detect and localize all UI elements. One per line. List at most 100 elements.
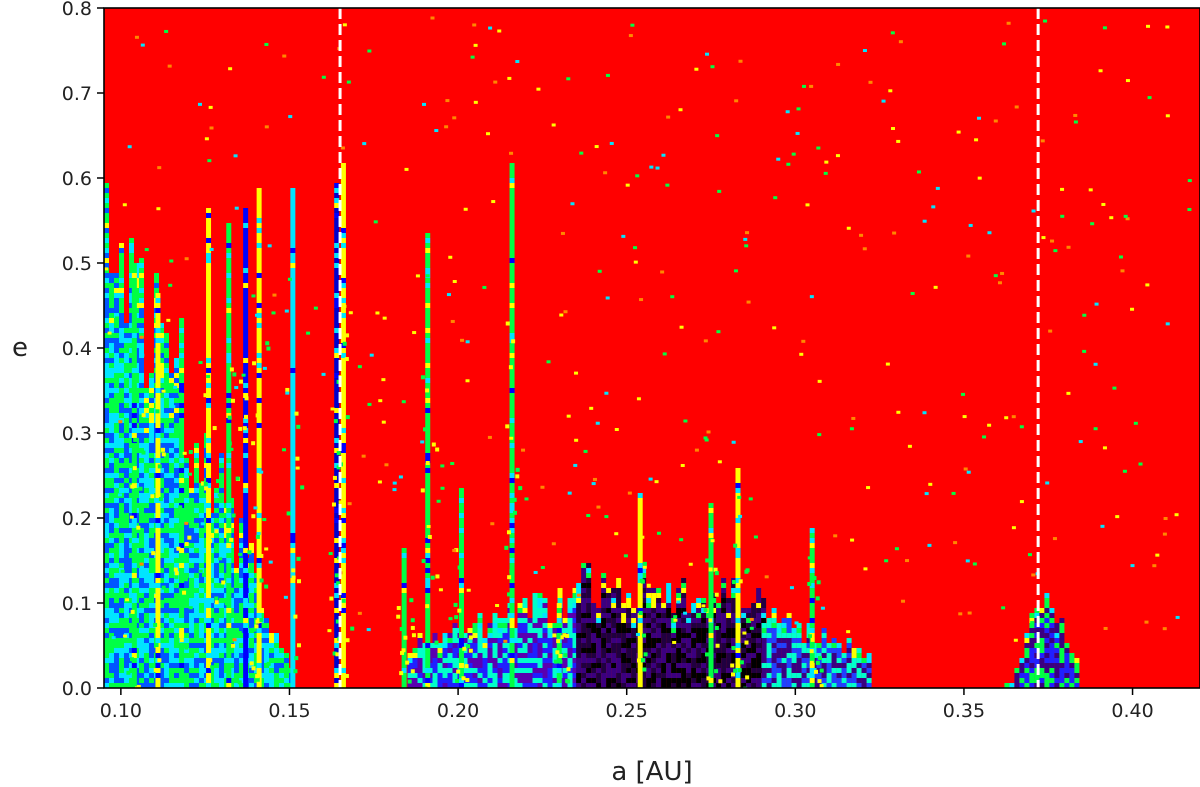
heatmap-cell bbox=[129, 518, 134, 523]
resonance-spike-cell bbox=[401, 663, 407, 668]
heatmap-cell bbox=[124, 333, 129, 338]
resonance-spike-cell bbox=[340, 288, 346, 293]
heatmap-cell bbox=[816, 658, 822, 663]
heatmap-cell bbox=[532, 633, 538, 638]
resonance-spike-cell bbox=[340, 323, 346, 328]
heatmap-cell bbox=[104, 663, 109, 668]
speckle-cell bbox=[714, 592, 719, 597]
heatmap-cell bbox=[462, 638, 468, 643]
heatmap-cell bbox=[249, 628, 254, 633]
resonance-spike-cell bbox=[401, 613, 407, 618]
resonance-spike-cell bbox=[256, 323, 262, 328]
heatmap-cell bbox=[219, 473, 224, 478]
heatmap-cell bbox=[676, 613, 682, 618]
heatmap-cell bbox=[447, 643, 453, 648]
heatmap-cell bbox=[721, 633, 727, 638]
heatmap-cell bbox=[209, 683, 214, 688]
heatmap-cell bbox=[164, 633, 169, 638]
heatmap-cell bbox=[164, 638, 169, 643]
heatmap-cell bbox=[149, 573, 154, 578]
heatmap-cell bbox=[562, 623, 568, 628]
heatmap-cell bbox=[1059, 668, 1065, 673]
heatmap-cell bbox=[407, 683, 413, 688]
heatmap-cell bbox=[229, 508, 234, 513]
heatmap-cell bbox=[1074, 663, 1080, 668]
resonance-spike-cell bbox=[131, 613, 137, 618]
heatmap-cell bbox=[254, 683, 259, 688]
heatmap-cell bbox=[159, 393, 164, 398]
resonance-spike-cell bbox=[458, 553, 464, 558]
heatmap-cell bbox=[119, 408, 124, 413]
heatmap-cell bbox=[164, 548, 169, 553]
heatmap-cell bbox=[1059, 678, 1065, 683]
speckle-cell bbox=[157, 658, 162, 663]
heatmap-cell bbox=[756, 608, 762, 613]
heatmap-cell bbox=[159, 388, 164, 393]
heatmap-cell bbox=[472, 633, 478, 638]
speckle-cell bbox=[457, 565, 462, 570]
heatmap-cell bbox=[631, 608, 637, 613]
resonance-spike-cell bbox=[256, 198, 262, 203]
heatmap-cell bbox=[542, 653, 548, 658]
heatmap-cell bbox=[119, 358, 124, 363]
heatmap-cell bbox=[781, 633, 787, 638]
resonance-spike-cell bbox=[179, 383, 185, 388]
heatmap-cell bbox=[581, 668, 587, 673]
heatmap-cell bbox=[159, 583, 164, 588]
resonance-spike-cell bbox=[458, 533, 464, 538]
speckle-cell bbox=[345, 638, 350, 643]
heatmap-cell bbox=[1059, 663, 1065, 668]
heatmap-cell bbox=[144, 543, 149, 548]
heatmap-cell bbox=[139, 558, 144, 563]
heatmap-cell bbox=[1044, 618, 1050, 623]
heatmap-cell bbox=[119, 643, 124, 648]
resonance-spike-cell bbox=[206, 613, 212, 618]
heatmap-cell bbox=[144, 428, 149, 433]
speckle-cell bbox=[425, 461, 430, 466]
speckle-cell bbox=[141, 450, 146, 455]
heatmap-cell bbox=[467, 668, 473, 673]
resonance-spike-cell bbox=[226, 338, 232, 343]
resonance-spike-cell bbox=[290, 473, 296, 478]
heatmap-cell bbox=[184, 603, 189, 608]
speckle-cell bbox=[154, 593, 159, 598]
heatmap-cell bbox=[164, 568, 169, 573]
heatmap-cell bbox=[129, 308, 134, 313]
resonance-spike-cell bbox=[206, 683, 212, 688]
heatmap-cell bbox=[641, 588, 647, 593]
heatmap-cell bbox=[184, 503, 189, 508]
heatmap-cell bbox=[472, 623, 478, 628]
heatmap-cell bbox=[786, 678, 792, 683]
heatmap-cell bbox=[164, 678, 169, 683]
resonance-spike-cell bbox=[290, 538, 296, 543]
heatmap-cell bbox=[522, 598, 528, 603]
speckle-cell bbox=[708, 618, 713, 623]
heatmap-cell bbox=[174, 423, 179, 428]
heatmap-cell bbox=[621, 608, 627, 613]
heatmap-cell bbox=[841, 653, 847, 658]
resonance-spike-cell bbox=[340, 578, 346, 583]
resonance-spike-cell bbox=[243, 383, 249, 388]
heatmap-cell bbox=[841, 678, 847, 683]
heatmap-cell bbox=[164, 343, 169, 348]
heatmap-cell bbox=[109, 358, 114, 363]
heatmap-cell bbox=[184, 683, 189, 688]
heatmap-cell bbox=[164, 333, 169, 338]
heatmap-cell bbox=[144, 408, 149, 413]
heatmap-cell bbox=[666, 678, 672, 683]
resonance-spike-cell bbox=[340, 313, 346, 318]
heatmap-cell bbox=[119, 338, 124, 343]
heatmap-cell bbox=[104, 628, 109, 633]
heatmap-cell bbox=[771, 663, 777, 668]
resonance-spike-cell bbox=[131, 428, 137, 433]
heatmap-cell bbox=[1039, 683, 1045, 688]
heatmap-cell bbox=[139, 323, 144, 328]
heatmap-cell bbox=[129, 478, 134, 483]
resonance-spike-cell bbox=[155, 633, 161, 638]
resonance-spike-cell bbox=[206, 638, 212, 643]
resonance-spike-cell bbox=[131, 658, 137, 663]
resonance-spike-cell bbox=[226, 358, 232, 363]
heatmap-cell bbox=[164, 433, 169, 438]
heatmap-cell bbox=[139, 398, 144, 403]
heatmap-cell bbox=[149, 538, 154, 543]
